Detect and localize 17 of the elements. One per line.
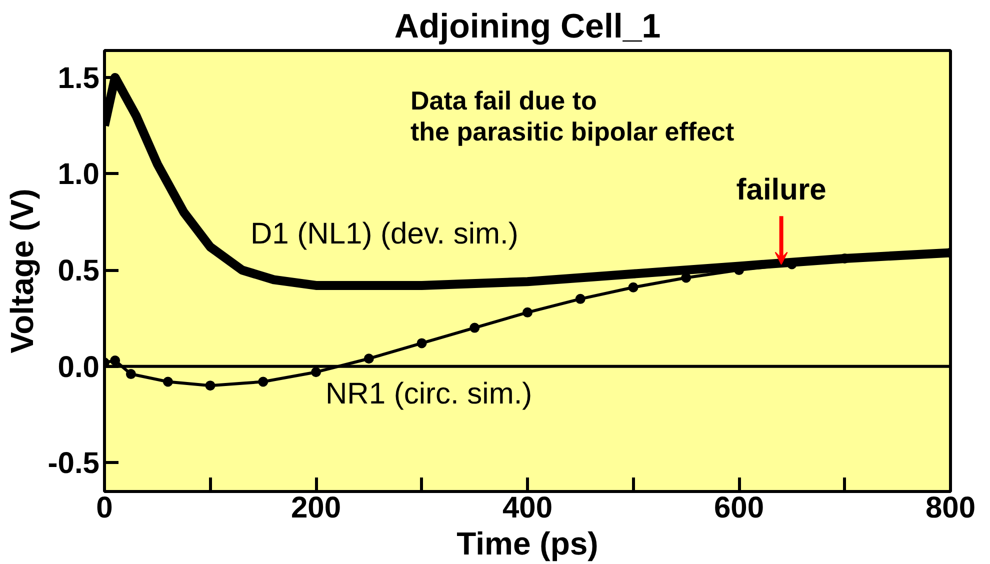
y-tick-label: 0.0 [58,350,100,384]
y-tick-label: 0.5 [58,254,100,288]
series-label: NR1 (circ. sim.) [326,378,532,410]
series-label: D1 (NL1) (dev. sim.) [250,218,518,250]
y-axis-title: Voltage (V) [4,188,40,354]
chart-title: Adjoining Cell_1 [394,8,661,46]
y-tick-label: 1.0 [58,158,100,192]
annotation: failure [736,173,826,206]
x-tick-label: 600 [714,492,764,524]
x-tick-label: 400 [502,492,553,524]
x-tick-label: 200 [290,492,342,524]
y-tick-label: 1.5 [58,62,100,95]
y-tick-label: -0.5 [48,447,100,480]
x-tick-label: 0 [96,492,113,524]
annotation: Data fail due to the parasitic bipolar effect [410,86,734,146]
x-axis-title: Time (ps) [456,526,598,562]
x-tick-label: 800 [925,492,976,524]
